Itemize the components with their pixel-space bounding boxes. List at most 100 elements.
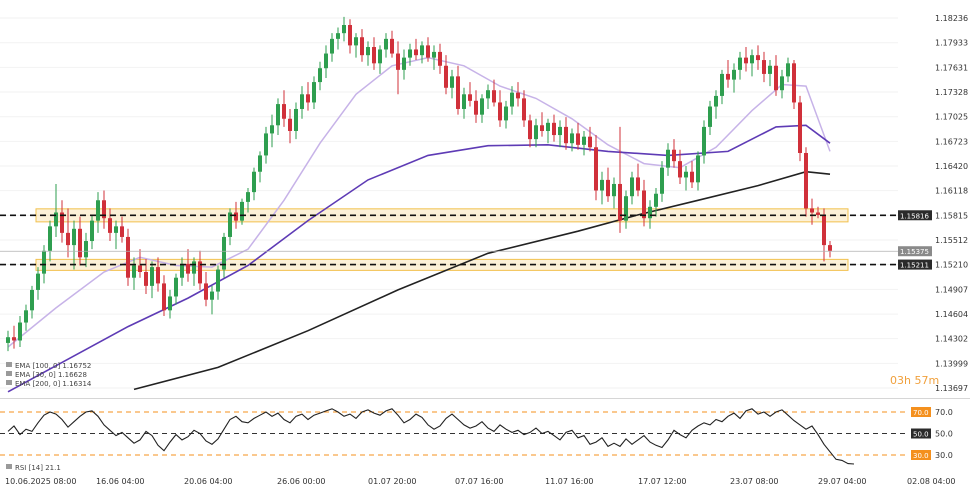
- candle-body: [588, 136, 592, 148]
- candle: [804, 147, 808, 217]
- candle-body: [360, 37, 364, 56]
- candle-body: [750, 55, 754, 64]
- candle-body: [192, 261, 196, 274]
- price-tag: 1.15375: [898, 246, 932, 257]
- candle: [360, 29, 364, 62]
- candle-body: [42, 250, 46, 274]
- candle-body: [780, 76, 784, 91]
- price-tick-label: 1.16723: [935, 137, 968, 146]
- price-tick-label: 1.13697: [935, 384, 968, 393]
- candle-body: [822, 214, 826, 246]
- price-tag-label: 1.15211: [900, 262, 929, 270]
- time-axis: 10.06.2025 08:00 16.06 04:00 20.06 04:00 26…: [5, 477, 956, 486]
- candle-body: [228, 212, 232, 237]
- candle: [24, 304, 28, 331]
- candle-body: [540, 125, 544, 131]
- candle-body: [342, 25, 346, 34]
- candle-body: [564, 126, 568, 144]
- candle-body: [330, 38, 334, 54]
- candle: [114, 220, 118, 250]
- candle-body: [570, 133, 574, 144]
- candle-body: [324, 53, 328, 69]
- candle-body: [336, 33, 340, 39]
- candle-body: [624, 196, 628, 221]
- candle: [708, 100, 712, 136]
- candle-body: [96, 200, 100, 221]
- candle-body: [270, 125, 274, 134]
- candle: [126, 228, 130, 286]
- candle: [684, 166, 688, 191]
- candle: [528, 114, 532, 148]
- legend-item-ema200[interactable]: EMA [200, 0] 1.16314: [6, 380, 92, 388]
- candle-body: [714, 95, 718, 107]
- candle: [822, 208, 826, 262]
- candle: [336, 27, 340, 50]
- candle: [690, 161, 694, 189]
- candle: [60, 200, 64, 243]
- candle: [90, 214, 94, 250]
- candle-body: [396, 53, 400, 70]
- candle-body: [414, 49, 418, 56]
- candle-body: [582, 136, 586, 145]
- candle: [330, 33, 334, 62]
- candle: [594, 135, 598, 201]
- candle: [450, 69, 454, 99]
- candle-body: [222, 236, 226, 270]
- dashed-levels: [0, 214, 898, 266]
- rsi-tag-label: 30.0: [913, 452, 929, 460]
- price-tick-label: 1.15815: [935, 211, 968, 220]
- legend-item-ema100[interactable]: EMA [100, 0] 1.16752: [6, 362, 91, 370]
- time-tick-label: 07.07 16:00: [455, 477, 504, 486]
- candle: [738, 51, 742, 80]
- time-tick-label: 17.07 12:00: [638, 477, 687, 486]
- candle: [576, 122, 580, 150]
- candle: [366, 41, 370, 66]
- candle-body: [78, 228, 82, 258]
- price-tick-label: 1.13999: [935, 359, 968, 368]
- candles: [6, 16, 832, 352]
- candle-body: [696, 155, 700, 183]
- candle: [210, 285, 214, 315]
- candle-body: [156, 267, 160, 284]
- candle: [516, 82, 520, 107]
- price-tick-label: 1.14907: [935, 285, 968, 294]
- price-tag-bg: [898, 246, 932, 257]
- time-tick-label: 02.08 04:00: [907, 477, 956, 486]
- legend-item-ema30[interactable]: EMA [30, 0] 1.16628: [6, 371, 87, 379]
- candle: [378, 45, 382, 74]
- candle: [192, 257, 196, 286]
- price-tag: 1.15211: [898, 259, 932, 270]
- candle: [408, 43, 412, 66]
- candle: [678, 149, 682, 184]
- price-tick-label: 1.15512: [935, 236, 968, 245]
- candle-body: [60, 212, 64, 233]
- candle: [498, 90, 502, 127]
- candle: [30, 285, 34, 319]
- candle-body: [648, 206, 652, 219]
- candle-body: [24, 310, 28, 323]
- rsi-tag-bg: [911, 450, 931, 460]
- price-tick-label: 1.17328: [935, 88, 968, 97]
- ema100-line: [7, 124, 831, 393]
- time-tick-label: 20.06 04:00: [184, 477, 233, 486]
- legend-icon: [6, 464, 12, 469]
- legend-ema100-label: EMA [100, 0] 1.16752: [15, 362, 91, 370]
- candle: [306, 82, 310, 111]
- candle: [12, 325, 16, 349]
- candle: [546, 118, 550, 144]
- candle-body: [198, 261, 202, 284]
- candle-body: [486, 90, 490, 99]
- candle-body: [288, 118, 292, 131]
- candle: [720, 69, 724, 105]
- candle: [462, 87, 466, 119]
- candle: [276, 98, 280, 136]
- candle-body: [384, 38, 388, 50]
- candle: [504, 100, 508, 129]
- candle: [606, 167, 610, 202]
- candle: [636, 163, 640, 197]
- candle: [414, 38, 418, 61]
- candle-body: [678, 161, 682, 178]
- candle-body: [372, 47, 376, 64]
- candle-body: [108, 218, 112, 233]
